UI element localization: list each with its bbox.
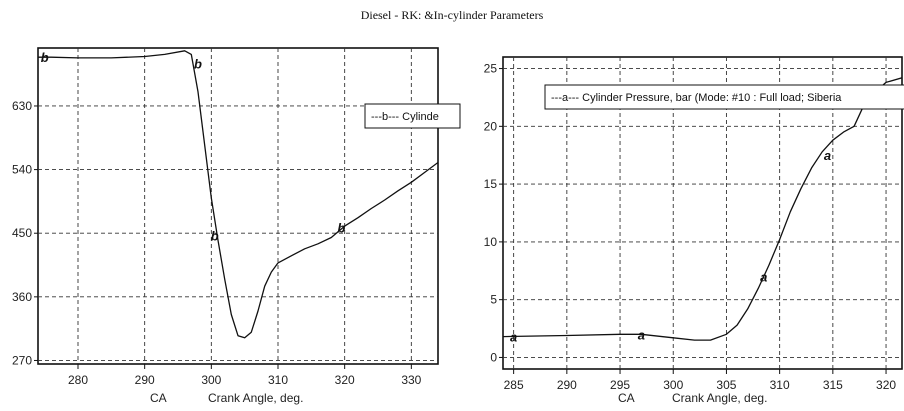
y-tick-label: 25 (484, 62, 498, 76)
chart-2: 285 290 295 300 305 310 315 320 0 5 10 15 20 25 a a a a --… (484, 56, 904, 405)
x-tick-label: 330 (401, 373, 421, 387)
series-marker-b: b (211, 228, 219, 243)
series-marker-a: a (824, 148, 831, 163)
y-tick-label: 20 (484, 119, 498, 133)
y-tick-label: 630 (12, 99, 32, 113)
x-tick-label: 285 (504, 378, 524, 392)
y-tick-label: 540 (12, 163, 32, 177)
x-axis-label: Crank Angle, deg. (208, 391, 303, 405)
legend-box (364, 103, 461, 129)
legend-box (544, 84, 904, 110)
series-marker-a: a (638, 327, 645, 342)
x-tick-label: 295 (610, 378, 630, 392)
x-tick-label: 310 (770, 378, 790, 392)
legend-label: ---b--- Cylinde (371, 111, 439, 123)
x-axis-prefix: CA (150, 391, 167, 405)
series-marker-b: b (337, 221, 345, 236)
legend-label: ---a--- Cylinder Pressure, bar (Mode: #1… (551, 92, 842, 104)
y-tick-label: 5 (490, 293, 497, 307)
page-title: Diesel - RK: &In-cylinder Parameters (360, 8, 544, 22)
series-marker-b: b (41, 50, 49, 65)
plot-area (37, 47, 439, 365)
x-tick-label: 300 (663, 378, 683, 392)
x-tick-label: 320 (876, 378, 896, 392)
y-tick-label: 10 (484, 235, 498, 249)
series-line-a (503, 77, 902, 341)
series-marker-a: a (510, 330, 517, 345)
chart-1: 280 290 300 310 320 330 270 360 450 540 630 b b b b ---… (12, 47, 461, 405)
x-tick-label: 280 (68, 373, 88, 387)
x-axis-label: Crank Angle, deg. (672, 391, 767, 405)
y-tick-label: 450 (12, 226, 32, 240)
series-marker-b: b (194, 57, 202, 72)
x-tick-label: 315 (823, 378, 843, 392)
y-tick-label: 270 (12, 353, 32, 367)
y-tick-label: 0 (490, 350, 497, 364)
series-marker-a: a (760, 270, 767, 285)
y-tick-label: 360 (12, 290, 32, 304)
series-line-b (38, 50, 438, 339)
x-tick-label: 310 (268, 373, 288, 387)
x-tick-label: 290 (557, 378, 577, 392)
y-tick-label: 15 (484, 177, 498, 191)
x-axis-prefix: CA (618, 391, 635, 405)
x-tick-label: 320 (335, 373, 355, 387)
x-tick-label: 305 (716, 378, 736, 392)
x-tick-label: 290 (135, 373, 155, 387)
x-tick-label: 300 (201, 373, 221, 387)
